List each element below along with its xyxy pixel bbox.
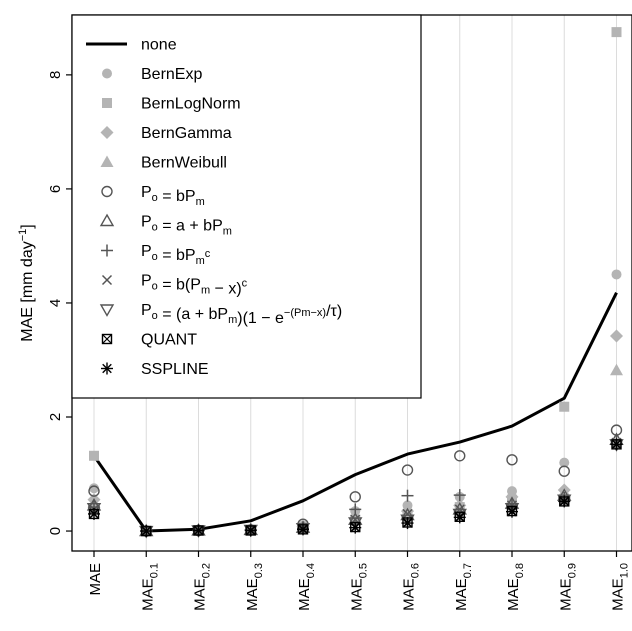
legend-marker-4	[100, 155, 114, 167]
x-tick-label: MAE0.7	[453, 563, 474, 611]
data-point-series-11	[558, 495, 571, 508]
data-point-series-7	[401, 489, 414, 502]
y-tick-label: 4	[47, 299, 64, 307]
data-point-series-5	[558, 465, 570, 477]
data-point-series-11	[244, 524, 257, 537]
y-axis-label-sup: −1	[17, 229, 29, 242]
legend-box	[71, 14, 422, 399]
x-tick-label: MAE0.5	[348, 563, 369, 611]
data-point-series-5	[401, 464, 414, 476]
legend-label-10: QUANT	[141, 332, 197, 349]
legend-marker-3	[100, 126, 114, 139]
data-point-series-11	[453, 511, 466, 524]
data-point-series-1	[559, 457, 570, 468]
y-tick-label: 6	[47, 185, 64, 193]
legend-label-2: BernLogNorm	[141, 96, 241, 113]
data-point-series-5	[349, 491, 361, 503]
legend-label-5: Po = bPm	[141, 184, 205, 208]
data-point-series-11	[610, 438, 623, 451]
legend-marker-5	[101, 185, 113, 198]
legend-label-8: Po = b(Pm − x)c	[141, 273, 248, 298]
legend-label-9: Po = (a + bPm)(1 − e−(Pm−x)/τ)	[141, 302, 342, 327]
y-axis: 0 2 4 6 8	[47, 71, 72, 535]
x-tick-label: MAE0.2	[192, 563, 213, 611]
y-tick-label: 2	[47, 413, 64, 421]
series-line-none	[92, 292, 618, 533]
y-axis-label-text: MAE [mm day	[19, 241, 36, 341]
legend-label-7: Po = bPmc	[141, 243, 211, 267]
y-tick-label: 8	[47, 71, 64, 79]
legend-marker-11	[101, 362, 113, 375]
data-point-series-8	[402, 508, 413, 519]
legend-label-11: SSPLINE	[141, 361, 209, 378]
data-point-series-5	[506, 454, 518, 466]
x-tick-label: MAE0.4	[296, 563, 317, 611]
legend-marker-8	[101, 274, 113, 286]
x-axis: MAE MAE0.1 MAE0.2 MAE0.3 MAE0.4 MAE0.5 MAE0.6 M…	[87, 551, 631, 611]
y-tick-label: 0	[47, 527, 64, 535]
legend-label-1: BernExp	[141, 66, 202, 83]
x-tick-label: MAE1.0	[610, 563, 631, 611]
data-point-series-5	[88, 485, 100, 497]
data-point-series-1	[89, 483, 99, 494]
x-tick-label: MAE	[87, 563, 104, 596]
legend-label-0: none	[141, 37, 177, 54]
legend-label-4: BernWeibull	[141, 155, 227, 172]
legend-marker-6	[99, 213, 115, 227]
y-axis-label-tail: ]	[19, 224, 36, 228]
data-point-series-7	[349, 503, 362, 516]
data-point-series-11	[349, 521, 362, 534]
line-series-layer	[92, 292, 618, 533]
data-point-series-7	[453, 489, 466, 502]
x-tick-label: MAE0.1	[139, 563, 160, 611]
data-point-series-11	[88, 507, 100, 520]
y-axis-label: MAE [mm day−1]	[17, 224, 36, 341]
data-point-series-2	[89, 450, 99, 461]
marker-series-layer	[86, 27, 624, 539]
legend-marker-1	[102, 68, 112, 79]
x-tick-label: MAE0.6	[401, 563, 422, 611]
legend-marker-10	[101, 333, 113, 345]
legend-label-6: Po = a + bPm	[141, 214, 232, 238]
data-point-series-5	[454, 450, 466, 462]
data-point-series-2	[559, 401, 570, 412]
data-point-series-11	[297, 523, 309, 536]
data-point-series-3	[610, 329, 623, 343]
data-point-series-1	[611, 269, 622, 280]
data-point-series-11	[140, 525, 153, 538]
data-point-series-11	[192, 524, 205, 537]
legend-label-3: BernGamma	[141, 125, 232, 142]
data-point-series-2	[611, 27, 622, 38]
data-point-series-11	[401, 517, 414, 530]
data-point-series-11	[506, 505, 518, 518]
legend-marker-9	[99, 304, 115, 317]
data-point-series-4	[610, 363, 623, 376]
data-point-series-9	[557, 494, 572, 508]
x-tick-label: MAE0.9	[557, 563, 578, 611]
x-tick-label: MAE0.8	[505, 563, 526, 611]
legend: none BernExp BernLogNorm BernGamma BernWeibu…	[71, 14, 422, 399]
legend-marker-7	[101, 244, 113, 257]
legend-marker-2	[102, 98, 112, 108]
x-tick-label: MAE0.3	[244, 563, 265, 611]
